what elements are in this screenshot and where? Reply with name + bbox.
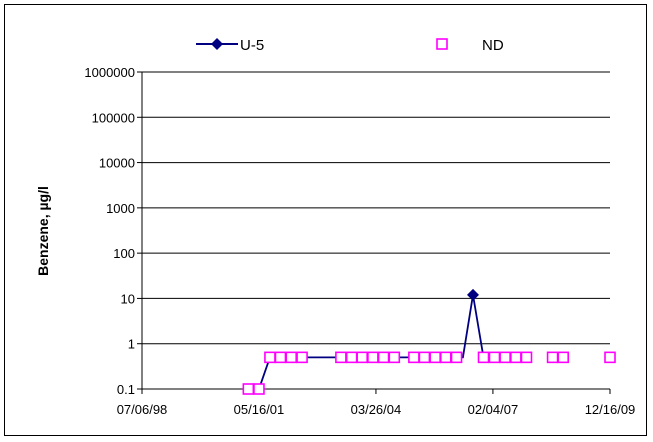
nd-square-marker [356, 351, 368, 364]
legend-u5-marker [211, 38, 223, 50]
markers [242, 288, 616, 395]
y-tick-label: 100 [113, 246, 135, 261]
legend-nd-label: ND [482, 37, 504, 54]
nd-square-marker [418, 351, 431, 364]
nd-square-marker [264, 351, 276, 364]
x-tick-labels: 07/06/98 05/16/01 03/26/04 02/04/07 12/16/09 [117, 402, 636, 417]
x-tick-label: 02/04/07 [468, 402, 519, 417]
y-tick-label: 10 [121, 291, 135, 306]
nd-square-marker [477, 351, 490, 364]
nd-square-marker [488, 351, 501, 364]
x-tick-label: 05/16/01 [234, 402, 285, 417]
y-tick-label: 1000 [106, 201, 135, 216]
u5-series-line [258, 294, 485, 390]
nd-square-marker [429, 351, 441, 364]
legend-nd-marker [436, 38, 448, 50]
y-tick-label: 100000 [92, 110, 135, 125]
y-tick-labels: 0.1 1 10 100 1000 10000 100000 1000000 [84, 65, 135, 397]
nd-square-marker [242, 383, 255, 395]
nd-square-marker [510, 351, 522, 364]
u5-diamond-marker [466, 288, 479, 301]
nd-square-marker [377, 351, 390, 364]
x-tick-label: 07/06/98 [117, 402, 168, 417]
chart-frame [4, 4, 647, 436]
nd-square-marker [335, 351, 347, 364]
nd-square-marker [345, 351, 358, 364]
y-tick-label: 0.1 [117, 382, 135, 397]
legend: U-5 ND [196, 37, 504, 54]
series-lines [258, 294, 485, 390]
y-tick-label: 1000000 [84, 65, 135, 80]
nd-square-marker [274, 351, 287, 364]
nd-square-marker [557, 351, 570, 364]
x-tick-label: 03/26/04 [351, 402, 402, 417]
nd-square-marker [450, 351, 463, 364]
nd-square-marker [499, 351, 511, 364]
y-tick-label: 10000 [99, 156, 135, 171]
nd-square-marker [520, 351, 533, 364]
x-tick-label: 12/16/09 [585, 402, 636, 417]
y-axis-label: Benzene, µg/l [35, 186, 51, 276]
nd-square-marker [285, 351, 298, 364]
nd-square-marker [604, 351, 616, 364]
nd-square-marker [296, 351, 308, 364]
nd-square-marker [388, 351, 401, 364]
nd-square-marker [439, 351, 452, 364]
nd-square-marker [408, 351, 420, 364]
nd-square-marker [546, 351, 559, 364]
nd-square-marker [253, 383, 265, 395]
axes [137, 71, 611, 394]
nd-square-marker [367, 351, 379, 364]
gridlines [142, 71, 610, 345]
legend-u5-label: U-5 [240, 37, 264, 54]
y-tick-label: 1 [128, 337, 135, 352]
